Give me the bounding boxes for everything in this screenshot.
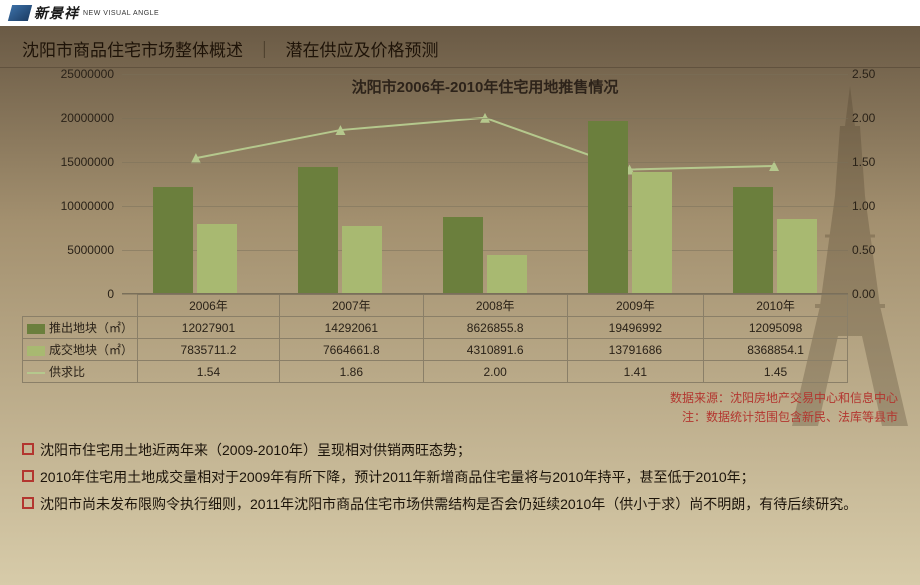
y-left-tick: 5000000 bbox=[22, 243, 114, 257]
bullet-text: 沈阳市尚未发布限购令执行细则，2011年沈阳市商品住宅市场供需结构是否会仍延续2… bbox=[40, 491, 857, 518]
title-separator: ｜ bbox=[256, 41, 273, 60]
bar-s2 bbox=[777, 219, 817, 293]
slide-body: 沈阳市商品住宅市场整体概述 ｜ 潜在供应及价格预测 沈阳市2006年-2010年… bbox=[0, 26, 920, 585]
y-left-tick: 25000000 bbox=[22, 67, 114, 81]
source-note: 数据来源：沈阳房地产交易中心和信息中心 注：数据统计范围包含新民、法库等县市 bbox=[0, 389, 898, 427]
table-cell: 12095098 bbox=[704, 317, 848, 339]
logo-text: 新景祥 bbox=[34, 3, 79, 23]
table-cell: 7835711.2 bbox=[138, 339, 280, 361]
table-col-head: 2008年 bbox=[423, 295, 567, 317]
table-cell: 14292061 bbox=[279, 317, 423, 339]
logo-subtext: NEW VISUAL ANGLE bbox=[83, 10, 159, 17]
y-right-tick: 2.50 bbox=[852, 67, 896, 81]
table-cell: 13791686 bbox=[567, 339, 704, 361]
table-cell: 2.00 bbox=[423, 361, 567, 383]
page-title: 沈阳市商品住宅市场整体概述 ｜ 潜在供应及价格预测 bbox=[0, 26, 920, 68]
bullet-item: 沈阳市尚未发布限购令执行细则，2011年沈阳市商品住宅市场供需结构是否会仍延续2… bbox=[22, 491, 898, 518]
bullet-list: 沈阳市住宅用土地近两年来（2009-2010年）呈现相对供销两旺态势；2010年… bbox=[22, 437, 898, 517]
table-cell: 19496992 bbox=[567, 317, 704, 339]
table-cell: 12027901 bbox=[138, 317, 280, 339]
table-cell: 7664661.8 bbox=[279, 339, 423, 361]
y-left-tick: 20000000 bbox=[22, 111, 114, 125]
table-col-head: 2007年 bbox=[279, 295, 423, 317]
bar-s2 bbox=[487, 255, 527, 293]
bullet-marker-icon bbox=[22, 443, 34, 455]
y-right-tick: 2.00 bbox=[852, 111, 896, 125]
table-cell: 4310891.6 bbox=[423, 339, 567, 361]
source-line-2: 注：数据统计范围包含新民、法库等县市 bbox=[0, 408, 898, 427]
legend-swatch bbox=[27, 346, 45, 356]
source-line-1: 数据来源：沈阳房地产交易中心和信息中心 bbox=[0, 389, 898, 408]
y-right-tick: 0.00 bbox=[852, 287, 896, 301]
title-sub: 潜在供应及价格预测 bbox=[285, 41, 438, 60]
table-cell: 1.54 bbox=[138, 361, 280, 383]
y-right-tick: 0.50 bbox=[852, 243, 896, 257]
y-left-tick: 15000000 bbox=[22, 155, 114, 169]
logo-icon bbox=[8, 5, 32, 21]
logo-bar: 新景祥 NEW VISUAL ANGLE bbox=[0, 0, 920, 26]
bullet-text: 沈阳市住宅用土地近两年来（2009-2010年）呈现相对供销两旺态势； bbox=[40, 437, 471, 464]
table-row-head: 供求比 bbox=[23, 361, 138, 383]
bar-s1 bbox=[153, 187, 193, 293]
chart-container: 沈阳市2006年-2010年住宅用地推售情况 0 5000000 10000000 1… bbox=[22, 74, 898, 383]
y-right-tick: 1.00 bbox=[852, 199, 896, 213]
chart-plot-area: 沈阳市2006年-2010年住宅用地推售情况 05000000100000001… bbox=[122, 74, 848, 294]
table-cell: 1.45 bbox=[704, 361, 848, 383]
table-row-head: 推出地块（㎡） bbox=[23, 317, 138, 339]
table-cell: 1.41 bbox=[567, 361, 704, 383]
y-left-tick: 0 bbox=[22, 287, 114, 301]
bar-s2 bbox=[632, 172, 672, 293]
bullet-text: 2010年住宅用土地成交量相对于2009年有所下降，预计2011年新增商品住宅量… bbox=[40, 464, 755, 491]
bar-s1 bbox=[733, 187, 773, 293]
chart-title: 沈阳市2006年-2010年住宅用地推售情况 bbox=[122, 76, 848, 97]
table-col-head: 2010年 bbox=[704, 295, 848, 317]
table-col-head: 2006年 bbox=[138, 295, 280, 317]
table-cell: 1.86 bbox=[279, 361, 423, 383]
bar-s1 bbox=[588, 121, 628, 293]
title-main: 沈阳市商品住宅市场整体概述 bbox=[22, 41, 243, 60]
bullet-marker-icon bbox=[22, 470, 34, 482]
bullet-item: 2010年住宅用土地成交量相对于2009年有所下降，预计2011年新增商品住宅量… bbox=[22, 464, 898, 491]
bar-s2 bbox=[197, 224, 237, 293]
legend-swatch bbox=[27, 324, 45, 334]
bar-s1 bbox=[298, 167, 338, 293]
y-left-tick: 10000000 bbox=[22, 199, 114, 213]
bar-s1 bbox=[443, 217, 483, 293]
table-row-head: 成交地块（㎡） bbox=[23, 339, 138, 361]
table-col-head: 2009年 bbox=[567, 295, 704, 317]
bullet-item: 沈阳市住宅用土地近两年来（2009-2010年）呈现相对供销两旺态势； bbox=[22, 437, 898, 464]
chart-data-table: 2006年2007年2008年2009年2010年推出地块（㎡）12027901… bbox=[22, 294, 898, 383]
table-cell: 8368854.1 bbox=[704, 339, 848, 361]
table-cell: 8626855.8 bbox=[423, 317, 567, 339]
bar-s2 bbox=[342, 226, 382, 293]
y-right-tick: 1.50 bbox=[852, 155, 896, 169]
legend-line-icon bbox=[27, 372, 45, 374]
bullet-marker-icon bbox=[22, 497, 34, 509]
